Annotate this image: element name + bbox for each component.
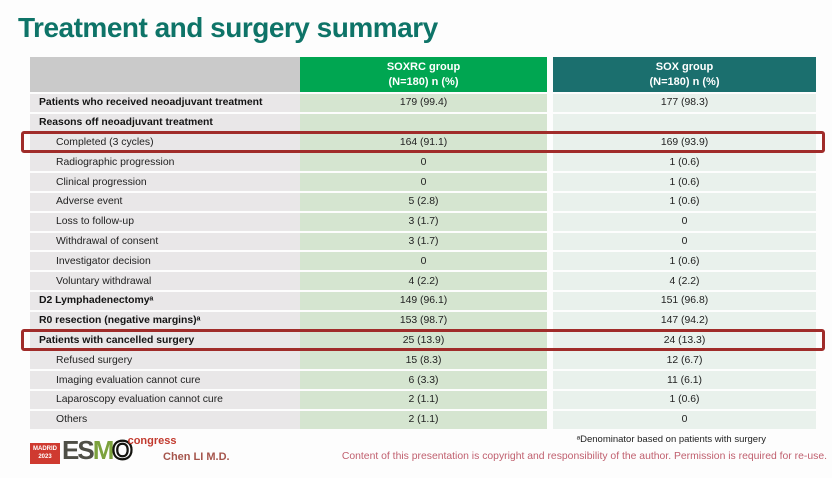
esmo-letter-e: E — [62, 435, 79, 465]
table-row: Voluntary withdrawal 4 (2.2) 4 (2.2) — [30, 272, 816, 290]
row-label: Loss to follow-up — [30, 212, 300, 231]
table-row: Refused surgery 15 (8.3) 12 (6.7) — [30, 351, 816, 370]
header-cell-soxrc-group: SOXRC group (N=180) n (%) — [300, 57, 547, 92]
row-label: Laparoscopy evaluation cannot cure — [30, 390, 300, 409]
table-row: D2 Lymphadenectomyᵃ 149 (96.1) 151 (96.8… — [30, 291, 816, 310]
table-header-row: SOXRC group (N=180) n (%) SOX group (N=1… — [30, 57, 816, 92]
row-sox-value: 177 (98.3) — [553, 94, 816, 112]
row-sox-value: 1 (0.6) — [553, 390, 816, 409]
soxrc-group-title: SOXRC group — [386, 61, 461, 74]
row-soxrc-value: 164 (91.1) — [300, 133, 547, 152]
table-row: Loss to follow-up 3 (1.7) 0 — [30, 212, 816, 231]
row-label: Voluntary withdrawal — [30, 272, 300, 290]
table-row: Patients who received neoadjuvant treatm… — [30, 94, 816, 112]
row-label: Adverse event — [30, 192, 300, 211]
year-label: 2023 — [38, 453, 52, 460]
row-label: Radiographic progression — [30, 153, 300, 172]
row-label: Patients with cancelled surgery — [30, 331, 300, 350]
row-soxrc-value: 5 (2.8) — [300, 192, 547, 211]
table-row: R0 resection (negative margins)ᵃ 153 (98… — [30, 311, 816, 330]
header-cell-labels — [30, 57, 300, 92]
esmo-letter-s: S — [77, 435, 94, 465]
footnote: ᵃDenominator based on patients with surg… — [576, 434, 766, 445]
esmo-congress-logo: MADRID 2023 ESMO congress — [30, 435, 177, 465]
row-soxrc-value: 153 (98.7) — [300, 311, 547, 330]
table-row: Imaging evaluation cannot cure 6 (3.3) 1… — [30, 371, 816, 389]
table-body: Patients who received neoadjuvant treatm… — [21, 94, 825, 429]
page-title: Treatment and surgery summary — [18, 12, 438, 43]
row-label: D2 Lymphadenectomyᵃ — [30, 291, 300, 310]
row-sox-value: 1 (0.6) — [553, 173, 816, 191]
row-label: Investigator decision — [30, 252, 300, 271]
row-soxrc-value: 0 — [300, 153, 547, 172]
row-label: Imaging evaluation cannot cure — [30, 371, 300, 389]
row-soxrc-value: 6 (3.3) — [300, 371, 547, 389]
row-sox-value: 24 (13.3) — [553, 331, 816, 350]
table-row: Clinical progression 0 1 (0.6) — [30, 173, 816, 191]
madrid-2023-badge: MADRID 2023 — [30, 443, 60, 464]
row-soxrc-value: 0 — [300, 252, 547, 271]
row-label: Withdrawal of consent — [30, 232, 300, 251]
row-sox-value: 1 (0.6) — [553, 192, 816, 211]
row-label: Others — [30, 410, 300, 429]
row-label: Clinical progression — [30, 173, 300, 191]
copyright-notice: Content of this presentation is copyrigh… — [341, 451, 827, 462]
madrid-label: MADRID — [33, 446, 57, 452]
table-row: Adverse event 5 (2.8) 1 (0.6) — [30, 192, 816, 211]
row-soxrc-value: 2 (1.1) — [300, 410, 547, 429]
row-sox-value — [553, 113, 816, 132]
table-row: Reasons off neoadjuvant treatment — [30, 113, 816, 132]
row-label: Patients who received neoadjuvant treatm… — [30, 94, 300, 112]
row-sox-value: 169 (93.9) — [553, 133, 816, 152]
row-sox-value: 4 (2.2) — [553, 272, 816, 290]
table-row: Completed (3 cycles) 164 (91.1) 169 (93.… — [21, 130, 825, 154]
row-label: Refused surgery — [30, 351, 300, 370]
row-soxrc-value: 149 (96.1) — [300, 291, 547, 310]
row-soxrc-value: 2 (1.1) — [300, 390, 547, 409]
row-soxrc-value: 3 (1.7) — [300, 232, 547, 251]
row-soxrc-value: 4 (2.2) — [300, 272, 547, 290]
summary-table: SOXRC group (N=180) n (%) SOX group (N=1… — [21, 57, 825, 431]
row-sox-value: 11 (6.1) — [553, 371, 816, 389]
row-soxrc-value — [300, 113, 547, 132]
table-row: Others 2 (1.1) 0 — [30, 410, 816, 429]
row-sox-value: 0 — [553, 232, 816, 251]
row-sox-value: 1 (0.6) — [553, 153, 816, 172]
row-soxrc-value: 3 (1.7) — [300, 212, 547, 231]
row-soxrc-value: 179 (99.4) — [300, 94, 547, 112]
congress-label: congress — [127, 435, 177, 447]
presenter-name: Chen LI M.D. — [163, 451, 230, 463]
row-label: Reasons off neoadjuvant treatment — [30, 113, 300, 132]
table-row: Withdrawal of consent 3 (1.7) 0 — [30, 232, 816, 251]
header-cell-sox-group: SOX group (N=180) n (%) — [553, 57, 816, 92]
row-sox-value: 151 (96.8) — [553, 291, 816, 310]
row-sox-value: 147 (94.2) — [553, 311, 816, 330]
row-soxrc-value: 25 (13.9) — [300, 331, 547, 350]
table-row: Patients with cancelled surgery 25 (13.9… — [21, 328, 825, 352]
table-row: Laparoscopy evaluation cannot cure 2 (1.… — [30, 390, 816, 409]
row-sox-value: 12 (6.7) — [553, 351, 816, 370]
row-label: Completed (3 cycles) — [30, 133, 300, 152]
row-label: R0 resection (negative margins)ᵃ — [30, 311, 300, 330]
table-row: Radiographic progression 0 1 (0.6) — [30, 153, 816, 172]
row-soxrc-value: 0 — [300, 173, 547, 191]
sox-group-title: SOX group — [655, 61, 714, 74]
esmo-letter-o: O — [111, 435, 133, 465]
table-row: Investigator decision 0 1 (0.6) — [30, 252, 816, 271]
soxrc-group-subtitle: (N=180) n (%) — [388, 75, 459, 88]
sox-group-subtitle: (N=180) n (%) — [649, 75, 720, 88]
row-sox-value: 0 — [553, 212, 816, 231]
esmo-letter-m: M — [92, 435, 115, 465]
row-sox-value: 1 (0.6) — [553, 252, 816, 271]
row-soxrc-value: 15 (8.3) — [300, 351, 547, 370]
row-sox-value: 0 — [553, 410, 816, 429]
esmo-wordmark: ESMO — [62, 435, 134, 465]
